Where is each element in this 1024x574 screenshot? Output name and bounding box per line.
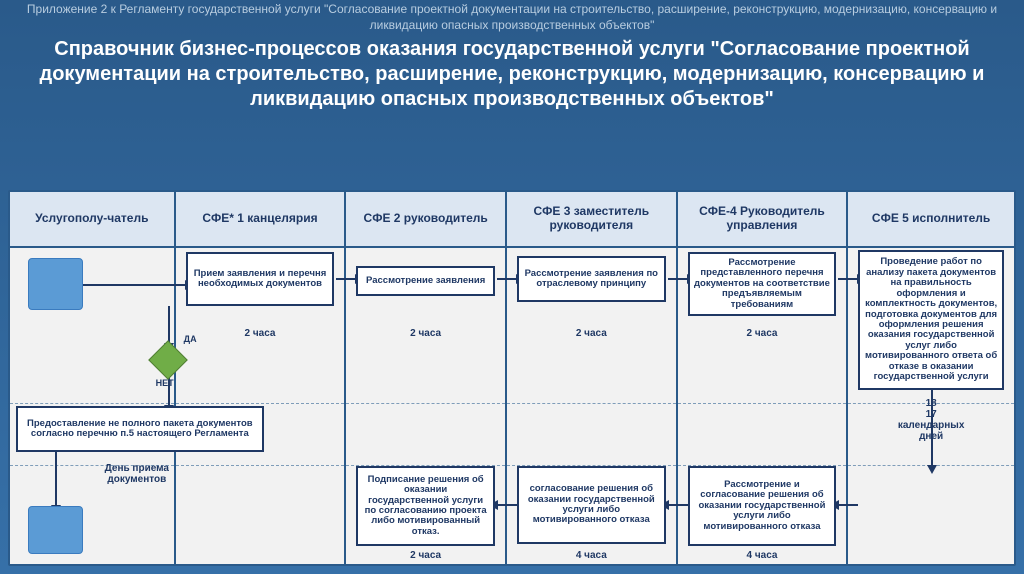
process-box-b4: Рассмотрение представленного перечня док…	[688, 252, 837, 316]
timing-label: День приема документов	[100, 463, 174, 485]
timing-label: 4 часа	[517, 550, 666, 561]
flow-arrow	[83, 284, 186, 286]
decision-yes-label: ДА	[184, 334, 197, 344]
arrow-head-icon	[927, 465, 937, 474]
swimlane-5: СФЕ 5 исполнительПроведение работ по ана…	[848, 192, 1014, 564]
swimlane-header: СФЕ 3 заместитель руководителя	[507, 192, 676, 248]
row-divider	[176, 465, 345, 466]
timing-label: 2 часа	[517, 328, 666, 339]
start-node	[28, 258, 83, 310]
swimlane-body: Рассмотрение заявления 2 часа Подписание р…	[346, 248, 505, 564]
flow-arrow	[838, 504, 858, 506]
flow-arrow	[497, 278, 517, 280]
timing-label: 2 часа	[356, 550, 495, 561]
swimlane-header: СФЕ 2 руководитель	[346, 192, 505, 248]
swimlane-container: Услугополу-чательПредоставление не полно…	[10, 192, 1014, 564]
flow-arrow	[55, 452, 57, 506]
swimlane-body: Рассмотрение заявления по отраслевому пр…	[507, 248, 676, 564]
swimlane-1: СФЕ* 1 канцелярияПрием заявления и переч…	[176, 192, 347, 564]
process-box-b6: Предоставление не полного пакета докумен…	[16, 406, 264, 452]
row-divider	[10, 403, 174, 404]
flow-arrow	[838, 278, 858, 280]
decision-no-label: НЕТ	[156, 378, 174, 388]
end-node	[28, 506, 83, 554]
flow-arrow	[336, 278, 356, 280]
process-box-b2: Рассмотрение заявления	[356, 266, 495, 296]
timing-label: 2 часа	[186, 328, 335, 339]
swimlane-2: СФЕ 2 руководительРассмотрение заявления…	[346, 192, 507, 564]
flow-arrow	[168, 306, 170, 344]
process-box-b9: Рассмотрение и согласование решения об о…	[688, 466, 837, 546]
swimlane-body: Предоставление не полного пакета докумен…	[10, 248, 174, 564]
timing-label: 18 17 календарных дней	[858, 398, 1004, 442]
timing-label: 4 часа	[688, 550, 837, 561]
swimlane-diagram: Услугополу-чательПредоставление не полно…	[8, 190, 1016, 566]
swimlane-header: СФЕ 5 исполнитель	[848, 192, 1014, 248]
process-box-b3: Рассмотрение заявления по отраслевому пр…	[517, 256, 666, 302]
swimlane-3: СФЕ 3 заместитель руководителя Рассмотрен…	[507, 192, 678, 564]
process-box-b8: согласование решения об оказании государ…	[517, 466, 666, 544]
swimlane-header: Услугополу-чатель	[10, 192, 174, 248]
document-subtitle: Приложение 2 к Регламенту государственно…	[20, 2, 1004, 33]
row-divider	[176, 403, 345, 404]
document-title: Справочник бизнес-процессов оказания гос…	[20, 37, 1004, 112]
swimlane-header: СФЕ* 1 канцелярия	[176, 192, 345, 248]
swimlane-header: СФЕ-4 Руководитель управления	[678, 192, 847, 248]
timing-label: 2 часа	[356, 328, 495, 339]
row-divider	[346, 403, 505, 404]
swimlane-body: Рассмотрение представленного перечня док…	[678, 248, 847, 564]
swimlane-4: СФЕ-4 Руководитель управленияРассмотрени…	[678, 192, 849, 564]
swimlane-body: Проведение работ по анализу пакета докум…	[848, 248, 1014, 564]
flow-arrow	[668, 278, 688, 280]
row-divider	[507, 403, 676, 404]
process-box-b5: Проведение работ по анализу пакета докум…	[858, 250, 1004, 390]
process-box-b7: Подписание решения об оказании государст…	[356, 466, 495, 546]
decision-diamond	[148, 340, 188, 380]
row-divider	[678, 403, 847, 404]
flow-arrow	[668, 504, 688, 506]
process-box-b1: Прием заявления и перечня необходимых до…	[186, 252, 335, 306]
header-region: Приложение 2 к Регламенту государственно…	[0, 0, 1024, 116]
flow-arrow	[497, 504, 517, 506]
timing-label: 2 часа	[688, 328, 837, 339]
